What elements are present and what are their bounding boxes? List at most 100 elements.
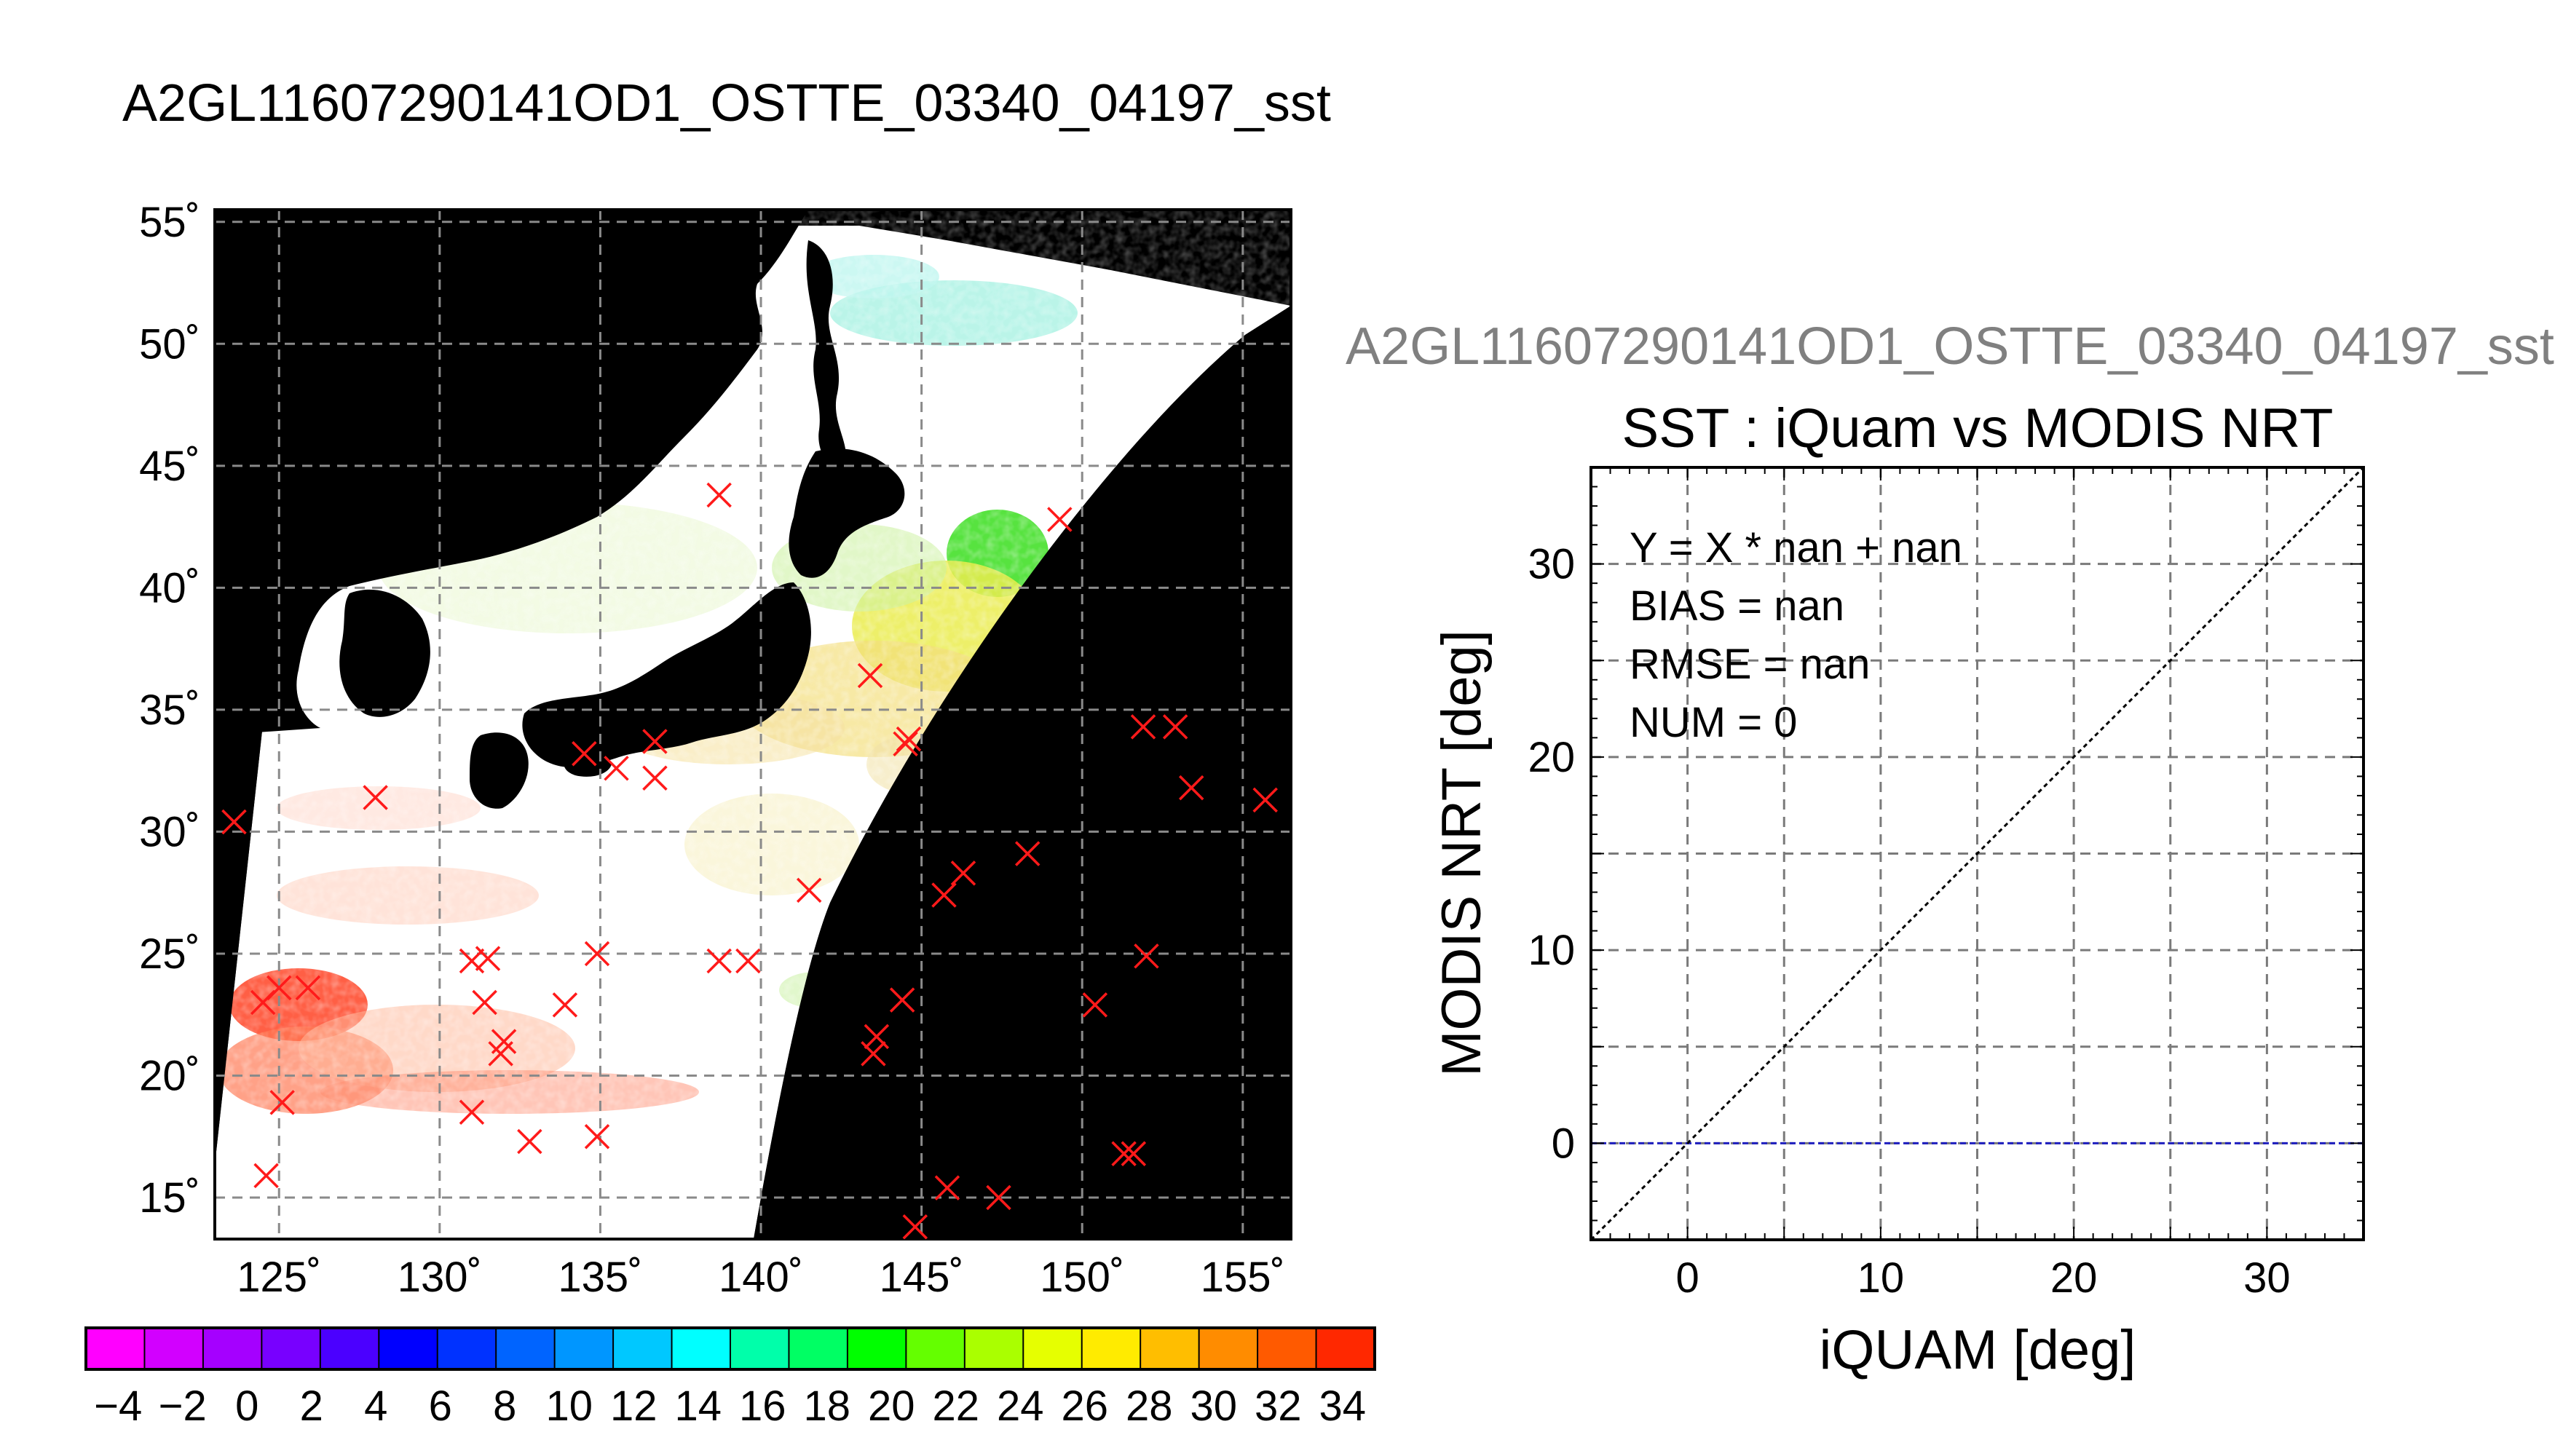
scatter-y-tick-label: 30 [1528,541,1575,588]
matchup-marker [475,946,501,971]
colorbar-cell [730,1328,790,1369]
matchup-marker [517,1128,542,1155]
matchup-marker-stroke [1082,992,1108,1018]
matchup-marker [934,1175,960,1200]
matchup-marker-stroke [1121,1141,1147,1166]
map-x-tick-label: 140˚ [719,1254,803,1301]
matchup-marker-stroke [864,1024,890,1050]
scatter-y-tick-label: 0 [1552,1120,1575,1167]
colorbar-tick-label: 30 [1190,1382,1237,1430]
colorbar-tick-label: 26 [1061,1382,1108,1430]
colorbar-tick-label: 24 [997,1382,1044,1430]
matchup-marker-stroke [857,662,883,689]
matchup-marker-stroke [1130,714,1156,740]
scatter-x-tick-label: 0 [1675,1254,1699,1302]
colorbar-cell [1198,1328,1258,1369]
matchup-marker [1111,1141,1137,1166]
map-panel: 125˚ 130˚ 135˚ 140˚ 145˚ 150˚ 155˚ 15˚ 20˚ 25˚ 30… [139,199,1292,1301]
num-value: NUM = 0 [1630,699,1797,746]
colorbar-tick-label: 4 [364,1382,387,1430]
colorbar-cell [496,1328,556,1369]
colorbar-cell [1316,1328,1375,1369]
colorbar-cell [1023,1328,1083,1369]
map-y-tick-label: 55˚ [139,199,200,246]
scatter-panel: SST : iQuam vs MODIS NRT 0 10 20 30 0 10 20 30… [1431,397,2365,1381]
eastern-no-data-region [754,306,1291,1239]
matchup-marker-stroke [584,1124,610,1150]
colorbar-cell [906,1328,965,1369]
colorbar-cell [379,1328,438,1369]
map-y-tick-label: 45˚ [139,443,200,490]
map-x-tick-label: 155˚ [1201,1254,1285,1301]
matchup-marker-stroke [488,1041,513,1067]
colorbar-tick-label: 12 [610,1382,657,1430]
matchup-marker [1162,714,1188,740]
matchup-marker [902,1214,928,1240]
colorbar-tick-label: 2 [300,1382,323,1430]
matchup-marker [1082,992,1108,1018]
colorbar-tick-label: 10 [545,1382,593,1430]
map-x-tick-label: 130˚ [398,1254,482,1301]
matchup-marker [1134,943,1159,969]
map-gridlines [215,210,1291,1239]
matchup-marker-stroke [295,975,321,1001]
matchup-marker [1121,1141,1147,1166]
scatter-x-axis-label: iQUAM [deg] [1819,1319,2136,1381]
matchup-marker-stroke [363,785,388,810]
colorbar-cell [1081,1328,1141,1369]
rmse-value: RMSE = nan [1630,641,1870,688]
matchup-marker-stroke [475,946,501,971]
colorbar-tick-label: 8 [493,1382,516,1430]
matchup-marker-stroke [642,729,668,754]
matchup-marker-stroke [1014,841,1040,866]
colorbar-cell [261,1328,321,1369]
map-x-tick-label: 150˚ [1040,1254,1124,1301]
scatter-figure-title: A2GL11607290141OD1_OSTTE_03340_04197_sst [1346,317,2554,376]
colorbar: −4 −2 0 2 4 6 8 10 12 14 16 18 20 22 24 26 28 30 32 34 [84,1326,1376,1430]
matchup-marker [488,1041,513,1067]
matchup-marker [604,756,629,781]
matchup-marker-stroke [931,882,957,908]
map-x-tick-labels: 125˚ 130˚ 135˚ 140˚ 145˚ 150˚ 155˚ [237,1254,1285,1301]
matchup-marker [459,1099,485,1125]
matchup-marker-stroke [1178,775,1204,801]
matchup-marker-stroke [572,740,597,767]
colorbar-tick-label: 34 [1319,1382,1366,1430]
scatter-x-tick-label: 10 [1857,1254,1905,1302]
bias-value: BIAS = nan [1630,582,1844,630]
colorbar-tick-label: 22 [932,1382,979,1430]
scatter-x-tick-labels: 0 10 20 30 [1675,1254,2290,1302]
colorbar-cell [964,1328,1024,1369]
kyushu [470,732,529,809]
matchup-marker [735,948,761,974]
korean-peninsula [339,589,430,717]
matchup-marker-stroke [1111,1141,1137,1166]
asian-mainland [215,210,808,735]
matchup-marker [931,882,957,908]
matchup-marker [472,989,497,1016]
map-y-tick-label: 30˚ [139,808,200,855]
matchup-marker-stroke [796,877,822,903]
matchup-marker [459,948,485,974]
matchup-marker [986,1184,1011,1211]
scatter-x-tick-label: 20 [2050,1254,2098,1302]
matchup-marker [642,765,668,791]
matchup-marker-stroke [604,756,629,781]
matchup-markers [221,482,1278,1240]
map-y-tick-label: 50˚ [139,320,200,368]
matchup-marker-stroke [642,765,668,791]
matchup-marker-stroke [706,948,732,974]
colorbar-tick-label: 32 [1255,1382,1302,1430]
map-y-tick-label: 25˚ [139,930,200,978]
map-y-tick-label: 40˚ [139,564,200,612]
scatter-y-tick-labels: 0 10 20 30 [1528,541,1575,1168]
colorbar-tick-label: −4 [94,1382,142,1430]
map-frame [213,208,1292,1241]
matchup-marker-stroke [253,1163,279,1189]
matchup-marker [861,1041,886,1067]
matchup-marker [253,1163,279,1189]
map-y-tick-label: 20˚ [139,1053,200,1100]
colorbar-cell [437,1328,497,1369]
colorbar-tick-label: −2 [159,1382,207,1430]
map-x-tick-label: 135˚ [558,1254,642,1301]
